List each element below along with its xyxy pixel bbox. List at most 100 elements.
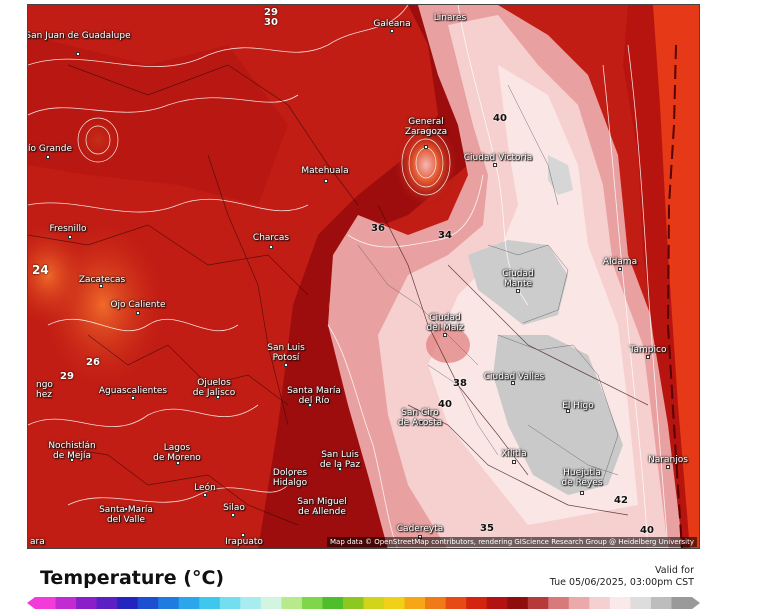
city-dot	[618, 267, 622, 271]
contour-label: 29	[264, 7, 278, 18]
city-dot	[511, 381, 515, 385]
contour-label: 26	[86, 357, 100, 368]
colorbar-swatch	[486, 597, 508, 609]
valid-time: Tue 05/06/2025, 03:00pm CST	[549, 577, 694, 588]
city-dot	[324, 179, 328, 183]
page-title: Temperature (°C)	[40, 567, 225, 589]
colorbar-swatch	[281, 597, 303, 609]
city-silao[interactable]: Silao	[223, 503, 245, 513]
colorbar-swatch	[96, 597, 118, 609]
city-san-juan-de-guadalupe[interactable]: San Juan de Guadalupe	[27, 31, 131, 41]
city-san-luis-potosi[interactable]: San Luis Potosí	[267, 343, 305, 363]
city-dot	[516, 289, 520, 293]
city-edge-southwest[interactable]: ara	[30, 537, 45, 547]
city-dot	[512, 460, 516, 464]
city-edge-west[interactable]: ngo hez	[36, 380, 53, 400]
city-el-higo[interactable]: El Higo	[562, 401, 594, 411]
city-ojuelos-de-jalisco[interactable]: Ojuelos de Jalisco	[192, 378, 236, 398]
city-dot	[136, 311, 140, 315]
city-aguascalientes[interactable]: Aguascalientes	[98, 386, 168, 396]
city-matehuala[interactable]: Matehuala	[301, 166, 349, 176]
colorbar-swatch	[301, 597, 323, 609]
city-san-ciro-de-acosta[interactable]: San Ciro de Acosta	[397, 408, 443, 428]
city-dot	[308, 403, 312, 407]
city-dot	[284, 363, 288, 367]
contour-label: 40	[493, 113, 507, 124]
city-ciudad-valles[interactable]: Ciudad Valles	[483, 372, 545, 382]
city-zacatecas[interactable]: Zacatecas	[78, 275, 126, 285]
city-dot	[288, 473, 292, 477]
colorbar-swatch	[425, 597, 447, 609]
temperature-field	[28, 5, 699, 548]
city-san-luis-de-la-paz[interactable]: San Luis de la Paz	[319, 450, 361, 470]
city-san-miguel-de-allende[interactable]: San Miguel de Allende	[297, 497, 347, 517]
colorbar-swatch	[76, 597, 98, 609]
colorbar-swatch	[322, 597, 344, 609]
city-xilitla[interactable]: Xilitla	[501, 449, 527, 459]
city-huejutla-de-reyes[interactable]: Huejutla de Reyes	[561, 468, 603, 488]
city-dot	[46, 155, 50, 159]
city-dot	[241, 533, 245, 537]
contour-label: 40	[438, 399, 452, 410]
colorbar-swatch	[650, 597, 672, 609]
city-dot	[443, 333, 447, 337]
colorbar-swatch	[178, 597, 200, 609]
city-dot	[418, 421, 422, 425]
city-fresnillo[interactable]: Fresnillo	[49, 224, 87, 234]
temperature-colorbar	[27, 597, 700, 609]
colorbar-swatch	[384, 597, 406, 609]
city-lagos-de-moreno[interactable]: Lagos de Moreno	[153, 443, 201, 463]
city-dot	[269, 245, 273, 249]
city-santa-maria-del-valle[interactable]: Santa María del Valle	[99, 505, 153, 525]
colorbar-swatch	[630, 597, 652, 609]
city-nochistlan-de-mejia[interactable]: Nochistlán de Mejía	[48, 441, 96, 461]
city-dot	[580, 491, 584, 495]
colorbar-swatch	[137, 597, 159, 609]
city-dot	[314, 511, 318, 515]
valid-label: Valid for	[655, 565, 694, 576]
colorbar-swatch	[199, 597, 221, 609]
colorbar-swatch	[404, 597, 426, 609]
city-ciudad-mante[interactable]: Ciudad Mante	[502, 269, 534, 289]
contour-label: 42	[614, 495, 628, 506]
temperature-map[interactable]: San Juan de Guadalupe Galeana Linares ío…	[27, 4, 700, 549]
city-ciudad-victoria[interactable]: Ciudad Victoria	[463, 153, 533, 163]
colorbar-swatch	[363, 597, 385, 609]
contour-label: 30	[264, 17, 278, 28]
city-dot	[424, 145, 428, 149]
city-dot	[131, 396, 135, 400]
city-rio-grande[interactable]: ío Grande	[27, 144, 73, 154]
colorbar-swatch	[219, 597, 241, 609]
city-dot	[76, 52, 80, 56]
city-irapuato[interactable]: Irapuato	[225, 537, 263, 547]
city-tampico[interactable]: Tampico	[629, 345, 667, 355]
city-cadereyta[interactable]: Cadereyta	[396, 524, 444, 534]
city-dolores-hidalgo[interactable]: Dolores Hidalgo	[272, 468, 308, 488]
city-general-zaragoza[interactable]: General Zaragoza	[404, 117, 448, 137]
colorbar-swatch	[568, 597, 590, 609]
city-aldama[interactable]: Aldama	[602, 257, 638, 267]
city-ciudad-del-maiz[interactable]: Ciudad del Maíz	[426, 313, 464, 333]
colorbar-swatch	[527, 597, 549, 609]
city-dot	[99, 284, 103, 288]
city-charcas[interactable]: Charcas	[252, 233, 290, 243]
city-dot	[70, 458, 74, 462]
city-dot	[124, 507, 128, 511]
city-naranjos[interactable]: Naranjos	[648, 455, 688, 465]
colorbar-swatch	[342, 597, 364, 609]
city-santa-maria-del-rio[interactable]: Santa María del Río	[287, 386, 341, 406]
colorbar-arrow-max	[692, 597, 700, 609]
colorbar-arrow-min	[27, 597, 35, 609]
map-attribution: Map data © OpenStreetMap contributors, r…	[327, 537, 697, 547]
city-dot	[68, 235, 72, 239]
city-dot	[390, 29, 394, 33]
colorbar-swatch	[548, 597, 570, 609]
colorbar-swatch	[466, 597, 488, 609]
city-galeana[interactable]: Galeana	[373, 19, 411, 29]
city-dot	[231, 513, 235, 517]
city-ojo-caliente[interactable]: Ojo Caliente	[110, 300, 166, 310]
colorbar-swatch	[589, 597, 611, 609]
colorbar-swatch	[260, 597, 282, 609]
city-leon[interactable]: León	[194, 483, 216, 493]
city-linares[interactable]: Linares	[433, 13, 467, 23]
